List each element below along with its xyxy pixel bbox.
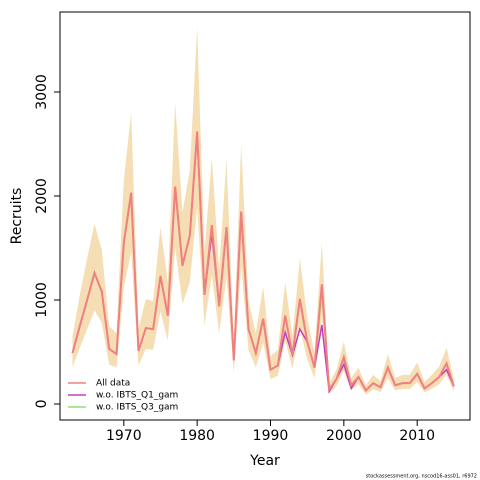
- y-tick-label: 2000: [34, 178, 50, 214]
- x-tick-label: 1970: [106, 428, 142, 444]
- x-tick-label: 1980: [179, 428, 215, 444]
- x-tick-label: 2010: [399, 428, 435, 444]
- x-tick-label: 2000: [326, 428, 362, 444]
- y-tick-label: 3000: [34, 74, 50, 110]
- x-tick-label: 1990: [253, 428, 289, 444]
- legend-label: All data: [96, 379, 130, 389]
- plot-frame: [59, 11, 471, 421]
- y-tick-label: 0: [34, 400, 50, 409]
- legend-label: w.o. IBTS_Q1_gam: [96, 391, 178, 401]
- x-axis-label: Year: [249, 453, 280, 469]
- footnote: stockassessment.org, nscod16-ass01, r697…: [366, 474, 477, 480]
- series-line: [71, 131, 455, 393]
- confidence-band: [72, 27, 454, 395]
- y-tick-label: 1000: [34, 282, 50, 318]
- y-axis-label: Recruits: [9, 188, 25, 245]
- legend-label: w.o. IBTS_Q3_gam: [96, 403, 178, 413]
